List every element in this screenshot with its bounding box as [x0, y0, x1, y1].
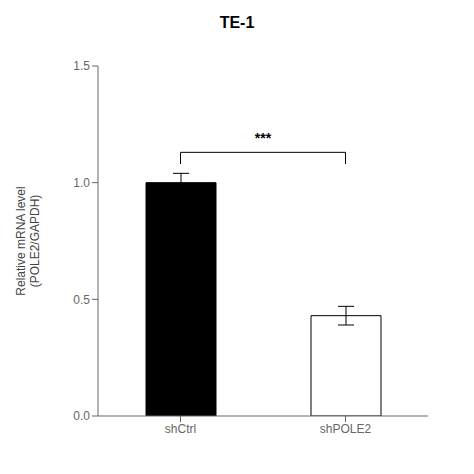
svg-text:0.0: 0.0 [73, 409, 90, 423]
html-text:TE-1: TE-1 [219, 14, 255, 31]
svg-text:1.0: 1.0 [73, 176, 90, 190]
svg-text:Relative mRNA level(POLE2/GAPD: Relative mRNA level(POLE2/GAPDH) [14, 186, 42, 295]
svg-text:shCtrl: shCtrl [165, 422, 196, 436]
svg-text:0.5: 0.5 [73, 293, 90, 307]
svg-text:1.5: 1.5 [73, 59, 90, 73]
svg-text:***: *** [255, 130, 272, 146]
svg-text:shPOLE2: shPOLE2 [320, 422, 372, 436]
